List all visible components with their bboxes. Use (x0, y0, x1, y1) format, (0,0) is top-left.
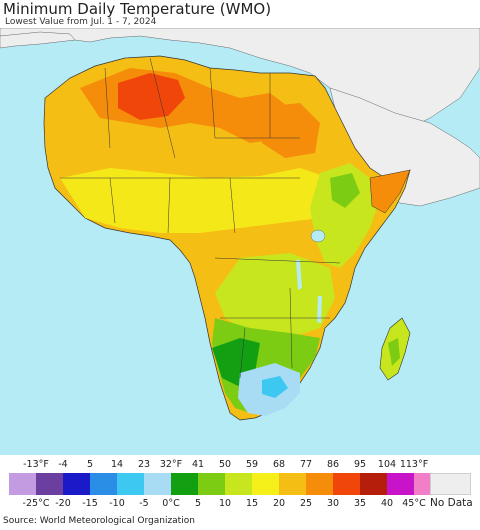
no-data-label: No Data (430, 497, 473, 509)
fahrenheit-tick-label: 86 (326, 459, 340, 470)
fahrenheit-tick-label: 41 (191, 459, 205, 470)
legend-swatch (117, 473, 144, 495)
legend-swatch (144, 473, 171, 495)
fahrenheit-tick-label: 77 (299, 459, 313, 470)
sahel-band (60, 168, 340, 233)
fahrenheit-tick-label: 68 (272, 459, 286, 470)
fahrenheit-tick-label: 32°F (159, 459, 183, 470)
celsius-tick-label: 20 (272, 498, 286, 509)
legend-swatch (360, 473, 387, 495)
celsius-tick-label: 30 (326, 498, 340, 509)
east-africa-highlands (310, 163, 380, 268)
celsius-tick-label: -5 (139, 498, 149, 509)
sahara-hottest-zone (118, 73, 185, 120)
fahrenheit-tick-label: 113°F (399, 459, 429, 470)
iberia-landmass (0, 31, 76, 49)
celsius-tick-label: 35 (353, 498, 367, 509)
fahrenheit-tick-label: 50 (218, 459, 232, 470)
fahrenheit-tick-label: 104 (377, 459, 397, 470)
ethiopia-green (330, 173, 360, 208)
celsius-tick-label: 0°C (162, 498, 180, 509)
celsius-tick-label: 45°C (402, 498, 426, 509)
horn-of-africa (369, 169, 411, 214)
celsius-tick-label: 10 (218, 498, 232, 509)
country-borders (60, 57, 341, 379)
lake-tanganyika (296, 260, 302, 290)
source-credit: Source: World Meteorological Organizatio… (3, 516, 195, 526)
fahrenheit-tick-label: -13°F (23, 459, 49, 470)
celsius-tick-label: 15 (245, 498, 259, 509)
legend-swatch (333, 473, 360, 495)
fahrenheit-tick-label: 59 (245, 459, 259, 470)
temperature-map (0, 28, 480, 455)
fahrenheit-tick-label: 23 (137, 459, 151, 470)
east-sahara-hot (255, 103, 320, 158)
celsius-tick-label: 25 (299, 498, 313, 509)
legend-swatch (36, 473, 63, 495)
legend-swatch (198, 473, 225, 495)
legend-swatch (279, 473, 306, 495)
legend-swatch (9, 473, 36, 495)
celsius-tick-label: 40 (380, 498, 394, 509)
no-data-swatch (430, 473, 471, 495)
lake-victoria (310, 229, 326, 243)
lake-malawi (317, 296, 322, 323)
africa-landmass (43, 55, 411, 421)
celsius-tick-label: 5 (194, 498, 202, 509)
legend-swatch (252, 473, 279, 495)
celsius-tick-label: -20 (55, 498, 71, 509)
fahrenheit-tick-label: 14 (110, 459, 124, 470)
legend-swatch (171, 473, 198, 495)
legend-swatch (63, 473, 90, 495)
central-africa-green (215, 253, 335, 338)
celsius-tick-label: -10 (109, 498, 125, 509)
legend-swatch (387, 473, 414, 495)
fahrenheit-tick-label: -4 (58, 459, 68, 470)
legend-swatch (306, 473, 333, 495)
legend-swatch (90, 473, 117, 495)
map-subtitle: Lowest Value from Jul. 1 - 7, 2024 (5, 17, 157, 27)
celsius-tick-label: -15 (82, 498, 98, 509)
fahrenheit-tick-label: 5 (86, 459, 94, 470)
color-legend: -13°F -4 5 14 23 32°F 41 50 59 68 77 86 95 104 113°F -… (0, 455, 480, 515)
celsius-tick-label: -25°C (22, 498, 50, 509)
fahrenheit-tick-label: 95 (353, 459, 367, 470)
legend-swatch (225, 473, 252, 495)
south-africa-coldest (262, 376, 288, 398)
madagascar-highlands (388, 338, 400, 366)
map-title: Minimum Daily Temperature (WMO) (3, 0, 272, 18)
